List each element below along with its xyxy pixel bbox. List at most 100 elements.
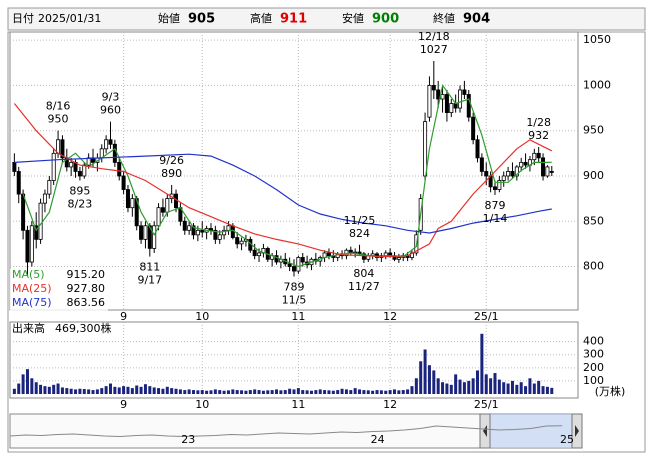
candle-body [532,152,537,161]
volume-bar [148,386,152,394]
candle-body [296,257,301,272]
candle-body [117,161,122,177]
volume-bar [91,390,95,394]
annotation-date: 9/3 [102,91,120,104]
candle-body [536,152,541,159]
volume-bar [441,382,445,394]
volume-bar [371,390,375,394]
candle-body [195,229,200,236]
high: 911 [280,12,307,27]
volume-bar [25,369,29,394]
volume-bar [506,383,510,394]
annotation-price: 804 [353,267,374,280]
navigator-tick-label: 23 [181,433,195,446]
annotation-price: 811 [139,261,160,274]
volume-bar [113,386,117,394]
volume-bar [471,378,475,394]
volume-bar [122,386,126,394]
volume-bar [489,378,493,394]
volume-bar [515,384,519,394]
x-tick-label: 25/1 [474,310,499,323]
volume-bar [30,378,34,394]
volume-bar [78,388,82,394]
volume-bar [74,389,78,394]
candle-body [440,94,445,100]
volume-bar [366,390,370,394]
candle-body [47,180,52,195]
volume-bar [497,379,501,394]
volume-bar [423,349,427,394]
volume-bar [135,385,139,394]
volume-bar [69,388,73,394]
candle-body [34,225,39,240]
volume-bar [449,384,453,394]
volume-bar [545,386,549,394]
candle-body [549,171,554,173]
volume-bar [392,389,396,394]
x-tick-label: 11 [291,310,305,323]
candle-body [475,139,480,159]
candle-body [208,228,213,231]
volume-bar [340,388,344,394]
volume-bar [253,389,257,394]
navigator-tick-label: 24 [371,433,385,446]
open: 905 [188,12,215,27]
candle-body [497,180,502,190]
volume-bar [288,388,292,394]
volume-bar [257,390,261,394]
candle-body [60,139,65,159]
legend-name: MA(25) [12,282,52,295]
candle-body [510,171,515,177]
volume-bar [117,387,121,394]
volume-bar [484,374,488,394]
candle-body [187,225,192,231]
annotation-date: 12/18 [418,30,450,43]
annotation-price: 1027 [420,43,448,56]
volume-bar [419,361,423,394]
volume-bar [296,388,300,394]
volume-bar [550,387,554,394]
legend-name: MA(75) [12,296,52,309]
volume-bar [432,370,436,394]
candle-body [29,225,34,263]
volume-bar [327,390,331,394]
volume-bar [445,383,449,394]
annotation-price: 789 [284,280,305,293]
candle-body [226,225,231,231]
annotation-price: 824 [349,227,370,240]
candle-body [436,89,441,100]
candle-body [506,171,511,177]
volume-bar [200,390,204,394]
volume-bar [213,389,217,394]
volume-bar [305,390,309,394]
candle-body [147,225,152,249]
legend-value: 915.20 [67,268,106,281]
volume-bar [178,389,182,394]
candle-body [545,166,550,177]
legend-name: MA(5) [12,268,45,281]
candle-body [25,229,30,263]
volume-bar [21,374,25,394]
volume-bar [108,383,112,394]
volume-bar [344,389,348,394]
ma-line [14,153,552,234]
volume-last: 469,300株 [55,321,112,335]
navigator-window[interactable] [486,414,572,448]
volume-bar [17,383,21,394]
annotation-date: 9/26 [159,154,184,167]
volume-bar [47,386,51,394]
volume-bar [196,390,200,394]
candle-body [519,161,524,168]
candle-body [274,255,279,263]
candle-body [471,116,476,141]
volume-bar [414,378,418,394]
volume-bar [183,390,187,394]
candle-body [69,161,74,168]
candle-body [213,229,218,240]
candle-body [492,186,497,190]
volume-bar [187,389,191,394]
high-label: 高値 [250,11,272,25]
candle-body [361,253,366,260]
candle-body [300,257,305,263]
candle-body [121,175,126,190]
